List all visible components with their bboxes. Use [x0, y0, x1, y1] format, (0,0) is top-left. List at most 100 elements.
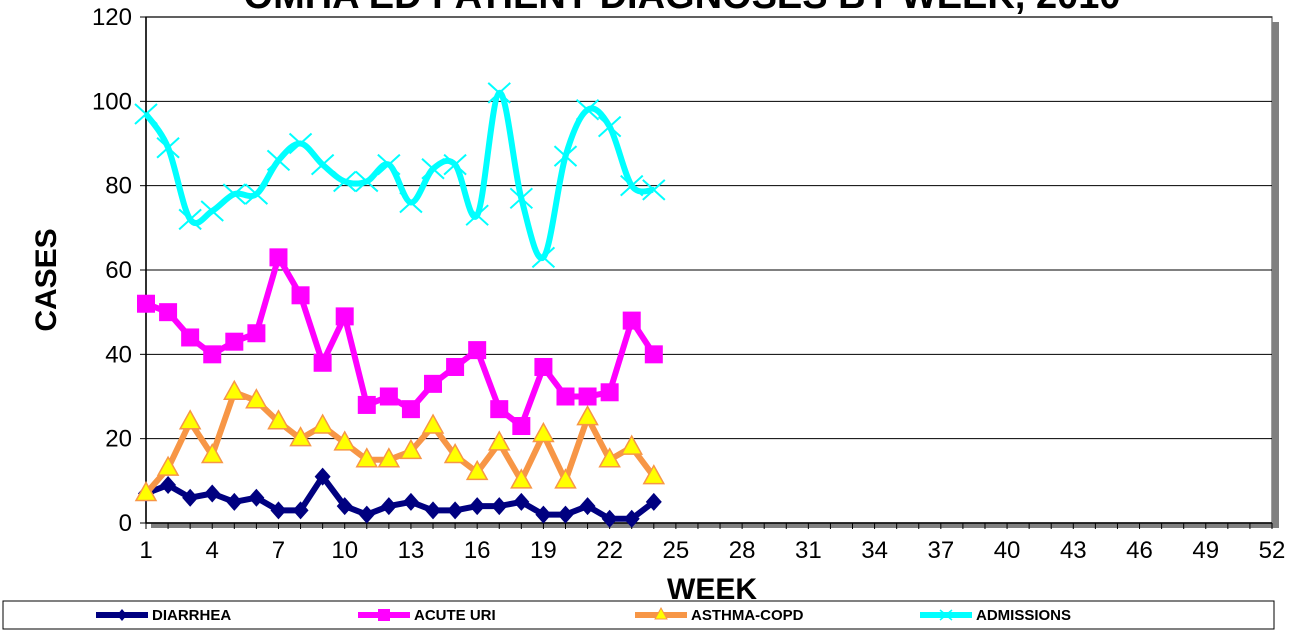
y-tick-label: 0: [119, 510, 132, 537]
data-point-admissions: [134, 103, 158, 125]
y-tick-label: 80: [105, 173, 132, 200]
data-point-admissions: [597, 115, 622, 138]
x-tick-label: 4: [206, 537, 219, 564]
x-tick-label: 37: [927, 537, 954, 564]
data-point-asthma-copd: [487, 430, 511, 451]
data-point-admissions: [288, 132, 313, 155]
legend-label: ACUTE URI: [414, 607, 496, 624]
data-point-diarrhea: [336, 497, 353, 516]
x-tick-label: 34: [861, 537, 888, 564]
legend-item-admissions: ADMISSIONS: [920, 607, 1071, 624]
data-point-admissions: [421, 158, 445, 180]
chart-title: OMHA ED PATIENT DIAGNOSES BY WEEK, 2010: [244, 0, 1121, 17]
y-tick-label: 60: [105, 257, 132, 284]
data-point-diarrhea: [469, 497, 486, 516]
grid-lines: [146, 16, 1272, 440]
data-point-asthma-copd: [267, 409, 290, 430]
data-point-acute-uri: [424, 374, 443, 393]
y-tick-label: 20: [105, 426, 132, 453]
data-point-diarrhea: [380, 497, 397, 516]
data-point-acute-uri: [247, 324, 266, 343]
data-point-acute-uri: [357, 395, 376, 414]
data-point-asthma-copd: [443, 442, 467, 464]
data-point-acute-uri: [600, 383, 619, 402]
data-point-admissions: [465, 204, 489, 226]
x-tick-label: 46: [1126, 537, 1153, 564]
data-point-acute-uri: [446, 357, 465, 376]
data-point-asthma-copd: [377, 447, 401, 468]
data-point-admissions: [178, 208, 202, 231]
data-point-diarrhea: [491, 497, 508, 516]
data-point-admissions: [509, 187, 534, 210]
data-point-acute-uri: [225, 332, 244, 351]
data-point-acute-uri: [335, 307, 354, 326]
x-tick-label: 28: [729, 537, 756, 564]
data-point-acute-uri: [490, 400, 509, 419]
x-tick-label: 13: [398, 537, 425, 564]
x-tick-label: 1: [139, 537, 152, 564]
legend-label: DIARRHEA: [152, 607, 231, 624]
data-point-acute-uri: [269, 248, 288, 267]
data-point-acute-uri: [468, 341, 487, 360]
series-layer: [134, 82, 666, 528]
series-asthma-copd: [134, 379, 666, 502]
data-point-admissions: [399, 191, 423, 214]
data-point-admissions: [642, 179, 666, 201]
data-point-acute-uri: [291, 286, 310, 305]
data-point-admissions: [553, 145, 578, 167]
data-point-asthma-copd: [289, 426, 312, 447]
data-point-admissions: [487, 82, 511, 104]
legend-label: ADMISSIONS: [976, 607, 1071, 624]
data-point-diarrhea: [645, 492, 662, 511]
data-point-admissions: [200, 200, 224, 222]
legend-marker: [939, 609, 953, 621]
data-point-diarrhea: [579, 497, 596, 516]
data-point-asthma-copd: [311, 413, 334, 434]
x-tick-label: 16: [464, 537, 491, 564]
data-point-asthma-copd: [598, 447, 621, 468]
data-point-diarrhea: [513, 492, 530, 511]
data-point-asthma-copd: [620, 434, 643, 455]
data-point-acute-uri: [159, 303, 178, 322]
y-tick-label: 120: [92, 4, 132, 31]
data-point-admissions: [377, 153, 401, 176]
legend-item-diarrhea: DIARRHEA: [96, 607, 231, 624]
data-point-asthma-copd: [465, 459, 489, 481]
data-point-acute-uri: [622, 311, 641, 330]
data-point-diarrhea: [270, 501, 287, 520]
legend-marker: [117, 609, 127, 621]
data-point-asthma-copd: [576, 405, 599, 426]
data-point-asthma-copd: [421, 413, 445, 434]
data-point-admissions: [333, 170, 357, 193]
legend-marker: [378, 609, 390, 621]
data-point-admissions: [443, 153, 467, 176]
data-point-admissions: [310, 153, 335, 176]
data-point-asthma-copd: [156, 455, 180, 476]
data-point-asthma-copd: [200, 442, 224, 464]
data-point-diarrhea: [182, 488, 199, 507]
data-point-admissions: [531, 246, 556, 269]
x-tick-label: 49: [1192, 537, 1219, 564]
data-point-admissions: [355, 170, 379, 193]
data-point-diarrhea: [447, 501, 464, 520]
x-tick-label: 31: [795, 537, 822, 564]
data-point-acute-uri: [181, 328, 200, 347]
data-point-diarrhea: [358, 505, 375, 524]
y-tick-label: 100: [92, 88, 132, 115]
data-point-diarrhea: [292, 501, 309, 520]
data-point-asthma-copd: [333, 430, 356, 451]
series-acute-uri: [137, 248, 663, 436]
x-tick-label: 25: [663, 537, 690, 564]
data-point-diarrhea: [248, 488, 265, 507]
x-tick-label: 22: [596, 537, 623, 564]
data-point-diarrhea: [226, 492, 243, 511]
x-axis: 1 4 7 10 13 16 19 22 25 28 31 34 37 40 43 46 49 52: [139, 522, 1285, 564]
data-point-diarrhea: [204, 484, 221, 503]
legend-item-acute-uri: ACUTE URI: [358, 607, 496, 624]
data-point-asthma-copd: [510, 468, 533, 489]
data-point-asthma-copd: [642, 464, 666, 485]
series-line-asthma-copd: [143, 389, 657, 496]
data-point-diarrhea: [601, 509, 618, 528]
data-point-asthma-copd: [134, 480, 158, 502]
data-point-asthma-copd: [178, 409, 202, 430]
